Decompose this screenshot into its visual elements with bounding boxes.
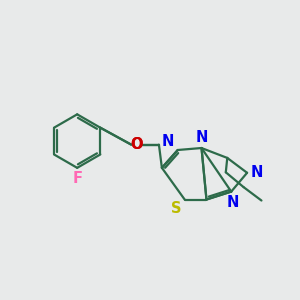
Text: F: F	[72, 171, 82, 186]
Text: S: S	[171, 201, 182, 216]
Text: O: O	[130, 137, 143, 152]
Text: N: N	[195, 130, 208, 145]
Text: N: N	[162, 134, 174, 148]
Text: N: N	[251, 165, 263, 180]
Text: O: O	[130, 137, 143, 152]
Text: N: N	[226, 195, 239, 210]
